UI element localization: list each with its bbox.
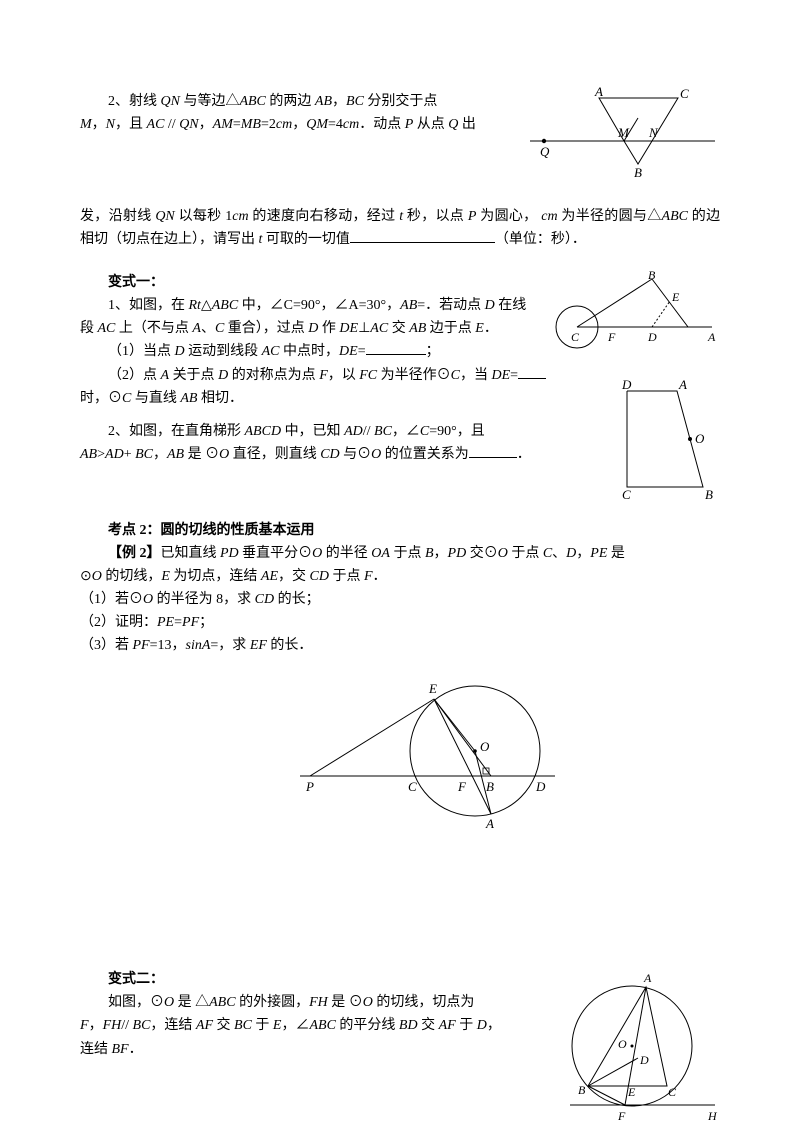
svg-text:A: A	[485, 816, 494, 831]
blank-answer-1	[350, 228, 495, 243]
svg-text:F: F	[457, 779, 467, 794]
q2-line2: M，N，且 AC // QN，AM=MB=2cm，QM=4cm．动点 P 从点 …	[80, 113, 720, 136]
ex2-s3: （3）若 PF=13，sinA=，求 EF 的长．	[80, 634, 720, 657]
svg-text:Q: Q	[540, 144, 550, 159]
svg-text:B: B	[486, 779, 494, 794]
v1-q2b: AB>AD+ BC，AB 是 ⊙O 直径，则直线 CD 与⊙O 的位置关系为．	[80, 443, 720, 466]
q2-line3: 发，沿射线 QN 以每秒 1cm 的速度向右移动，经过 t 秒，以点 P 为圆心…	[80, 205, 720, 251]
svg-text:B: B	[705, 487, 713, 499]
svg-text:B: B	[634, 165, 642, 180]
svg-text:C: C	[668, 1085, 677, 1099]
svg-text:P: P	[305, 779, 314, 794]
v2-title: 变式二：	[80, 968, 720, 991]
svg-text:C: C	[408, 779, 417, 794]
svg-text:E: E	[627, 1085, 636, 1099]
svg-text:O: O	[480, 739, 490, 754]
ex2-line2: ⊙O 的切线，E 为切点，连结 AE，交 CD 于点 F．	[80, 565, 720, 588]
ex2-line1: 【例 2】已知直线 PD 垂直平分⊙O 的半径 OA 于点 B，PD 交⊙O 于…	[80, 542, 720, 565]
v1-sub2b: 时，⊙C 与直线 AB 相切．	[80, 387, 720, 410]
blank-answer-4	[469, 443, 517, 458]
svg-text:F: F	[617, 1109, 626, 1123]
kaodian2: 考点 2：圆的切线的性质基本运用	[80, 519, 720, 542]
svg-text:C: C	[622, 487, 631, 499]
ex2-s2: （2）证明：PE=PF；	[80, 611, 720, 634]
v1-title: 变式一：	[80, 271, 720, 294]
blank-answer-3	[518, 364, 546, 379]
v2-line1: 如图，⊙O 是 △ABC 的外接圆，FH 是 ⊙O 的切线，切点为	[80, 991, 720, 1014]
svg-text:H: H	[707, 1109, 718, 1123]
q2-line1: 2、射线 QN 与等边△ABC 的两边 AB，BC 分别交于点	[80, 90, 720, 113]
blank-answer-2	[366, 340, 426, 355]
svg-text:B: B	[578, 1083, 586, 1097]
svg-text:E: E	[428, 681, 437, 696]
v1-q1a: 1、如图，在 Rt△ABC 中，∠C=90°，∠A=30°，AB=．若动点 D …	[80, 294, 720, 317]
figure-circle-pe: E O P C F B D A	[300, 663, 720, 838]
v2-line2: F，FH// BC，连结 AF 交 BC 于 E，∠ABC 的平分线 BD 交 …	[80, 1014, 720, 1037]
v1-q2a: 2、如图，在直角梯形 ABCD 中，已知 AD// BC，∠C=90°，且	[80, 420, 720, 443]
svg-text:D: D	[535, 779, 546, 794]
v2-line3: 连结 BF．	[80, 1038, 720, 1061]
v1-q1b: 段 AC 上（不与点 A、C 重合），过点 D 作 DE⊥AC 交 AB 边于点…	[80, 317, 720, 340]
v1-sub1: （1）当点 D 运动到线段 AC 中点时，DE=；	[80, 340, 720, 363]
ex2-s1: （1）若⊙O 的半径为 8，求 CD 的长；	[80, 588, 720, 611]
